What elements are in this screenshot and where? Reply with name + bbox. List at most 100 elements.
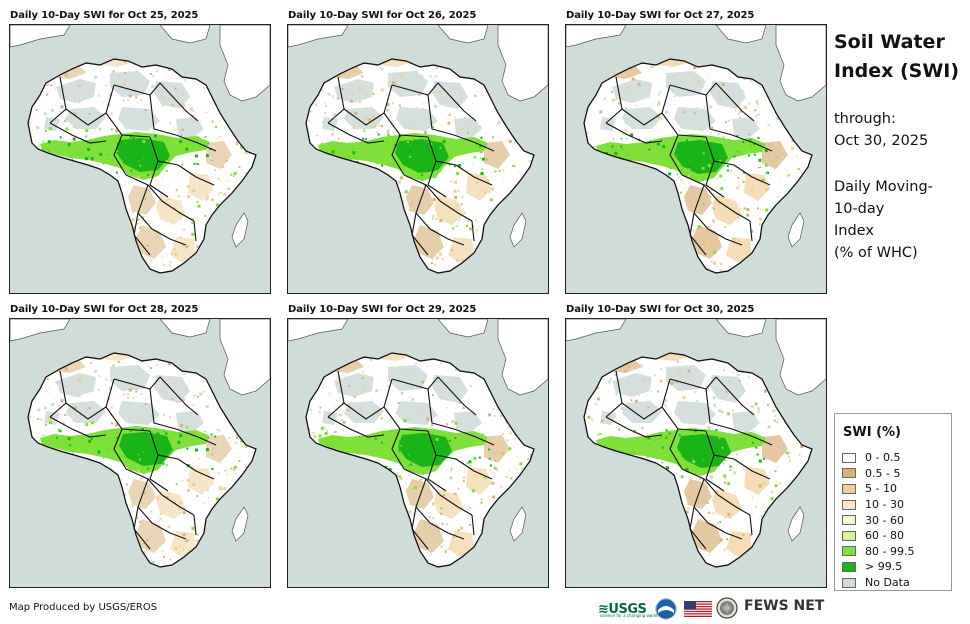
swi-cell [458,470,460,472]
swi-cell [389,154,393,158]
swi-cell [414,362,416,364]
swi-cell [174,252,178,256]
swi-cell [377,133,380,136]
swi-cell [430,157,432,159]
swi-cell [195,432,198,435]
swi-cell [348,384,350,387]
swi-cell [127,376,131,380]
swi-cell [411,138,413,141]
dry-soil-region [414,225,444,259]
main-title: Soil Water Index (SWI) [834,28,959,86]
swi-cell [435,205,437,207]
swi-cell [119,63,121,65]
swi-cell [676,359,680,363]
swi-cell [214,435,217,438]
swi-cell [145,84,148,87]
swi-cell [214,169,216,171]
swi-cell [739,203,740,205]
swi-cell [148,366,150,368]
main-title-line2: Index (SWI) [834,60,960,82]
swi-cell [116,149,118,152]
swi-cell [454,196,457,200]
swi-cell [696,449,698,452]
swi-cell [129,430,132,433]
swi-cell [648,148,651,151]
swi-cell [508,139,512,143]
swi-cell [127,396,129,399]
legend-swatch [842,546,856,557]
swi-cell [757,207,759,210]
swi-cell [454,180,457,184]
swi-cell [139,458,142,461]
swi-cell [738,379,741,382]
swi-cell [392,382,394,384]
country-border [715,82,755,122]
swi-cell [160,559,162,561]
swi-cell [147,209,149,211]
swi-cell [749,151,751,154]
swi-cell [163,263,166,266]
swi-cell [659,63,660,65]
swi-cell [673,95,676,98]
swi-cell [383,90,385,92]
swi-cell [611,98,615,102]
swi-cell [650,65,654,69]
legend-item: 0.5 - 5 [842,466,914,482]
swi-cell [202,380,205,383]
swi-cell [409,417,413,421]
swi-cell [40,418,43,421]
swi-cell [611,145,614,148]
swi-cell [333,415,336,418]
swi-cell [96,415,100,418]
swi-cell [165,432,168,435]
dry-soil-region [136,225,166,259]
swi-cell [474,94,477,97]
swi-cell [434,104,438,108]
swi-cell [117,361,120,363]
swi-cell [144,497,146,499]
swi-cell [493,466,497,470]
swi-cell [400,369,403,372]
swi-cell [393,83,397,87]
swi-cell [633,374,635,376]
swi-cell [174,546,178,550]
no-data-region [344,107,384,129]
swi-cell [368,393,370,395]
swi-cell [111,365,114,368]
swi-cell [221,457,223,459]
swi-cell [596,397,600,401]
usgs-logo-text: ≋USGS [598,602,647,617]
swi-cell [440,498,443,501]
swi-cell [108,68,110,69]
swi-cell [183,373,186,376]
swi-cell [466,462,469,465]
swi-cell [46,83,49,86]
through-block: through: Oct 30, 2025 [834,108,928,152]
swi-cell [333,148,335,150]
swi-cell [166,451,169,454]
noaa-logo-icon [655,598,677,620]
swi-cell [468,398,470,400]
swi-cell [135,96,138,99]
swi-cell [634,399,638,403]
country-border [429,522,465,540]
swi-cell [195,154,198,158]
swi-cell [732,371,734,373]
swi-cell [235,436,238,439]
swi-cell [760,515,763,517]
swi-cell [435,437,439,441]
swi-cell [391,121,393,123]
swi-cell [711,126,714,129]
swi-cell [634,105,636,106]
swi-cell [762,502,764,504]
swi-cell [753,143,756,145]
country-border [749,220,753,242]
swi-cell [492,408,495,410]
swi-cell [721,446,724,449]
swi-cell [94,75,98,79]
swi-cell [458,140,460,142]
swi-cell [762,482,764,484]
swi-cell [371,396,373,398]
swi-cell [244,465,247,468]
swi-cell [141,116,144,119]
